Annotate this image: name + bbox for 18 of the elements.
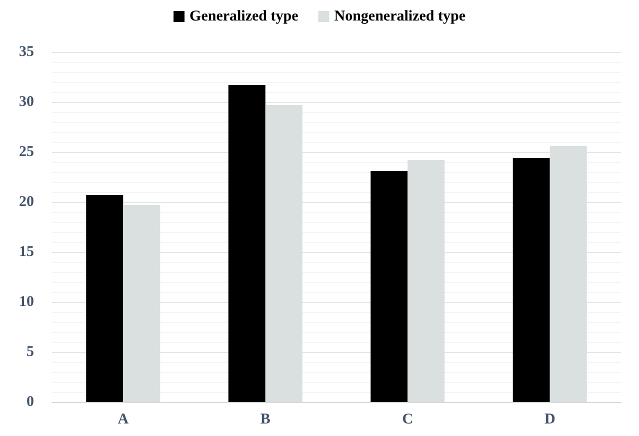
legend-label: Nongeneralized type [334,8,466,24]
x-tick-label: A [118,412,129,428]
bar [86,195,124,402]
y-tick-label: 15 [19,244,34,260]
bar [512,158,550,402]
y-tick-label: 20 [19,194,34,210]
y-tick-label: 25 [19,144,34,160]
legend-label: Generalized type [190,8,299,24]
x-tick-label: B [260,412,270,428]
x-tick-label: C [402,412,414,428]
bar [370,171,408,402]
y-tick-label: 5 [26,344,34,360]
y-tick-label: 30 [19,94,34,110]
y-tick-label: 0 [26,394,34,410]
bar [228,85,266,402]
y-tick-label: 35 [19,44,34,60]
y-tick-label: 10 [19,294,34,310]
x-tick-label: D [544,412,556,428]
